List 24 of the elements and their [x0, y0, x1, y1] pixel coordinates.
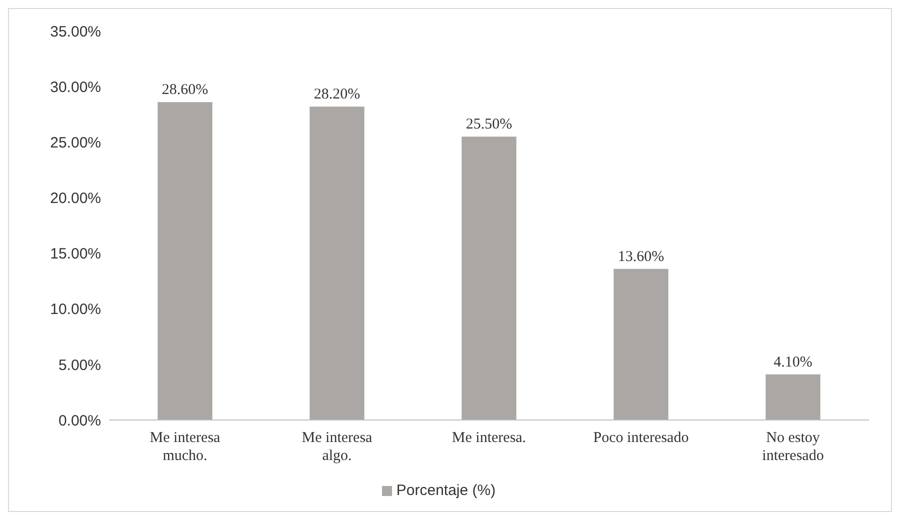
x-tick-label: No estoy interesado — [762, 430, 824, 464]
x-tick-label: Me interesa mucho. — [150, 430, 221, 464]
data-label: 25.50% — [466, 116, 512, 133]
x-tick-label: Me interesa algo. — [302, 430, 373, 464]
data-label: 4.10% — [774, 354, 812, 370]
y-tick-label: 35.00% — [50, 23, 101, 40]
data-label: 28.20% — [314, 86, 360, 103]
y-tick-label: 5.00% — [58, 356, 101, 374]
x-tick-label: Poco interesado — [593, 430, 689, 446]
data-label: 13.60% — [618, 248, 664, 265]
y-tick-label: 25.00% — [50, 134, 101, 152]
bar — [462, 136, 516, 420]
y-tick-label: 20.00% — [50, 190, 101, 208]
bar — [158, 102, 212, 420]
bar — [310, 106, 364, 420]
y-tick-label: 10.00% — [50, 301, 101, 318]
data-label: 28.60% — [162, 82, 208, 98]
y-tick-label: 30.00% — [50, 78, 101, 96]
x-tick-label: Me interesa. — [452, 430, 526, 446]
y-tick-label: 15.00% — [50, 246, 101, 263]
y-tick-label: 0.00% — [58, 412, 101, 430]
bar — [766, 374, 820, 420]
bar — [614, 268, 668, 420]
legend-label: Porcentaje (%) — [396, 482, 496, 499]
